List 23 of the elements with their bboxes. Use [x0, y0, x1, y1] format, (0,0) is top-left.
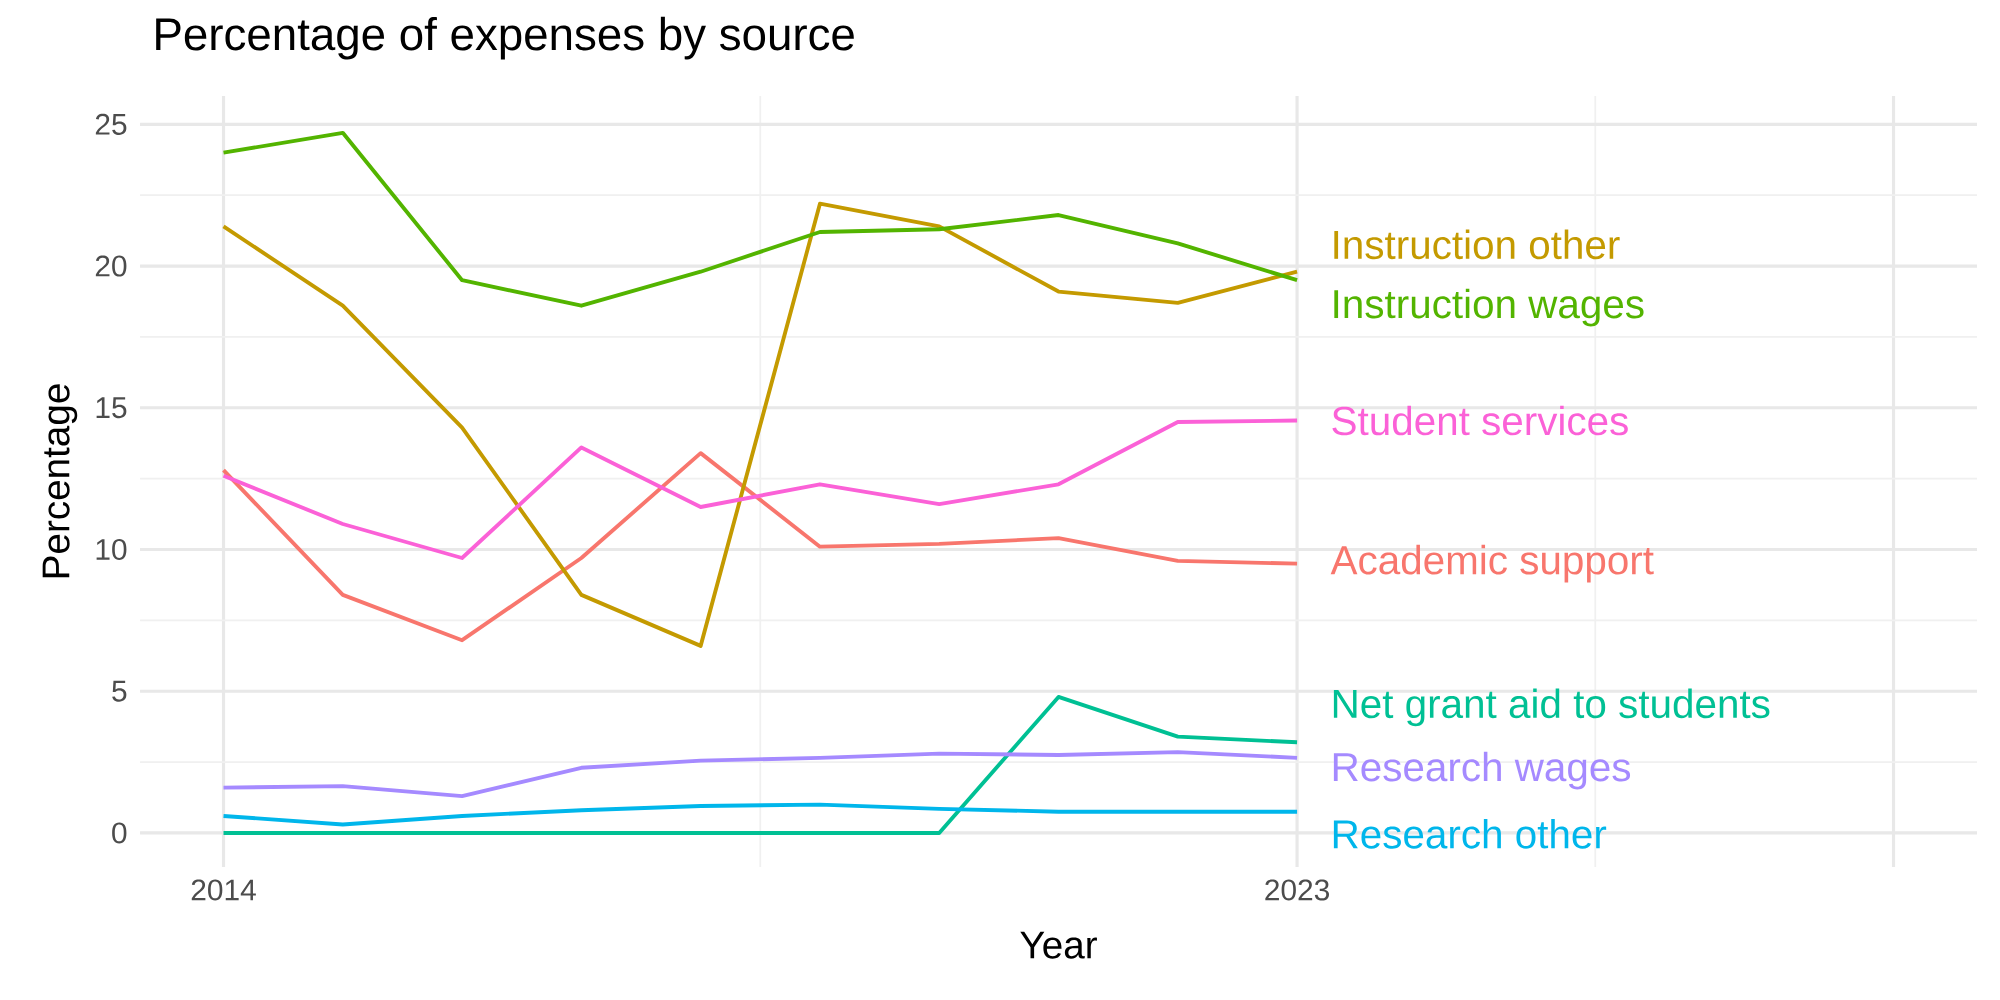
series-label: Student services	[1332, 405, 1628, 436]
line-series	[221, 201, 1300, 648]
line-series	[221, 130, 1300, 308]
y-tick-label: 20	[95, 255, 127, 277]
line-series	[221, 451, 1300, 643]
x-tick-label: 2023	[1265, 879, 1329, 901]
series-label: Research other	[1333, 819, 1607, 849]
line-series	[221, 418, 1300, 560]
chart-title: Percentage of expenses by source	[156, 16, 854, 60]
line-series	[221, 750, 1300, 799]
y-tick-label: 10	[96, 538, 127, 561]
series-label: Research wages	[1333, 751, 1631, 790]
series-label: Academic support	[1330, 544, 1654, 583]
y-tick-label: 0	[112, 822, 127, 844]
y-tick-label: 25	[95, 113, 127, 135]
y-tick-label: 5	[112, 680, 127, 702]
y-tick-label: 15	[96, 397, 127, 419]
y-axis-title: Percentage	[42, 384, 78, 578]
series-label: Instruction wages	[1334, 288, 1644, 327]
series-label: Instruction other	[1334, 229, 1620, 260]
x-axis-title: Year	[1020, 931, 1097, 959]
series-label: Net grant aid to students	[1333, 688, 1770, 727]
x-tick-label: 2014	[191, 879, 256, 901]
